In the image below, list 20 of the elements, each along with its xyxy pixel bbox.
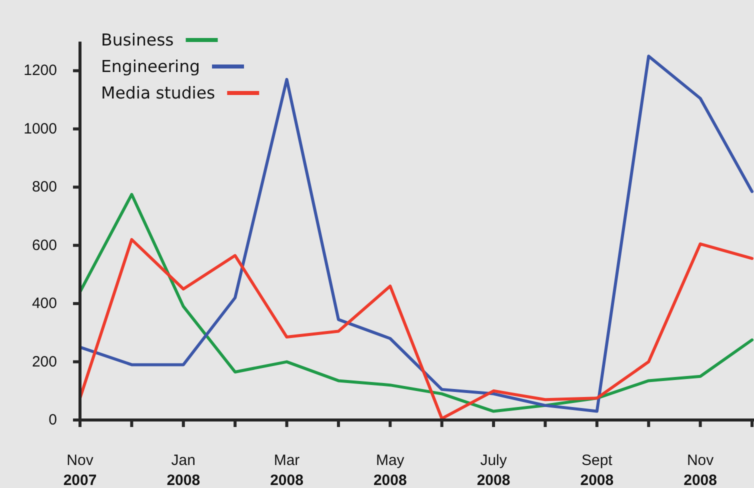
y-tick-label: 200 [32, 353, 57, 370]
y-tick-label: 800 [32, 178, 57, 196]
y-tick-label: 1200 [24, 62, 57, 80]
x-tick-label: Jan 2008 [166, 452, 200, 488]
y-tick-label: 1000 [24, 120, 57, 138]
legend-label: Engineering [101, 57, 200, 76]
x-tick-label: July 2008 [476, 452, 510, 488]
line-series [78, 192, 754, 413]
x-tick-label: Nov 2008 [684, 452, 717, 488]
line-series [78, 54, 754, 413]
x-tick-label: Sept 2008 [580, 452, 614, 488]
x-tick-label: Mar 2008 [270, 452, 304, 488]
y-tick-label: 600 [32, 236, 57, 254]
y-tick-label: 0 [48, 412, 57, 428]
y-tick-label: 400 [32, 295, 57, 312]
x-tick-label: Nov 2007 [63, 452, 97, 488]
legend-label: Media studies [101, 84, 216, 102]
x-tick-label: May 2008 [373, 452, 407, 488]
line-series [78, 238, 754, 420]
legend-label: Business [101, 30, 174, 50]
